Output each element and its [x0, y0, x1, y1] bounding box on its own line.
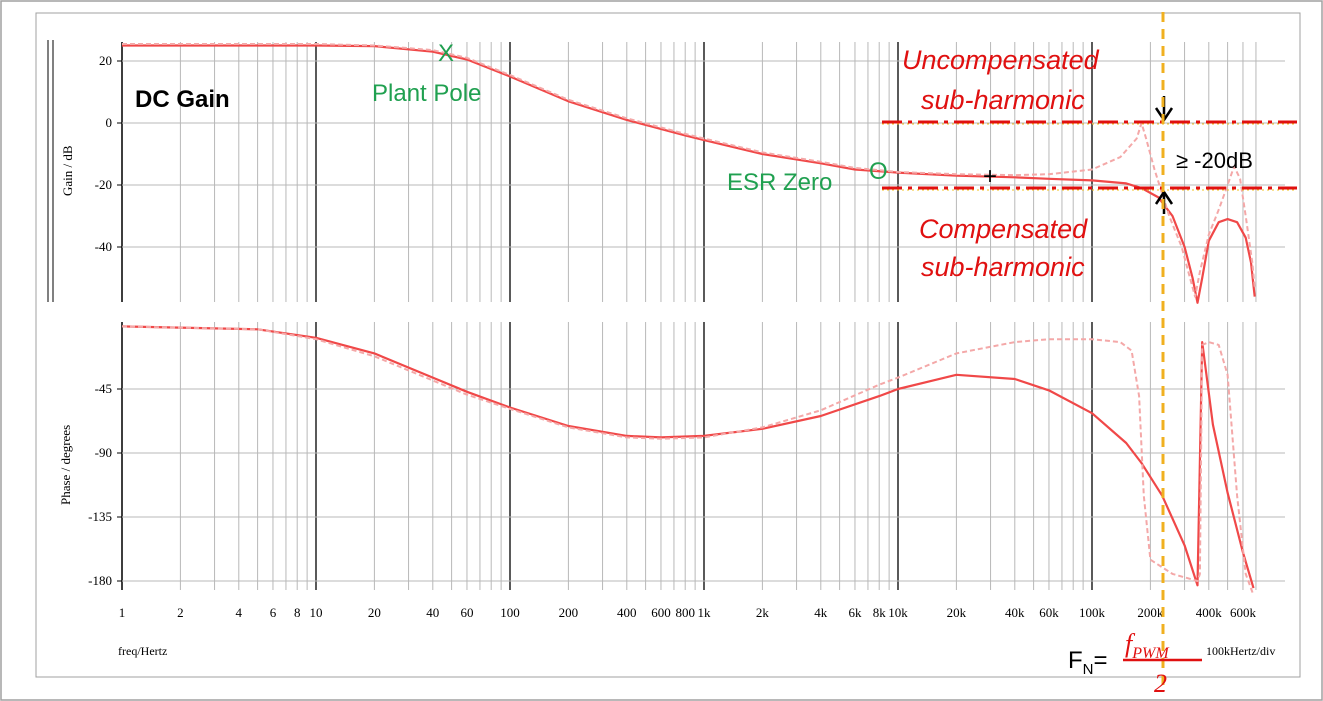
uncompensated-label-2: sub-harmonic [921, 85, 1085, 115]
esr-zero-marker: O [869, 158, 888, 185]
x-tick-label: 20k [947, 605, 967, 620]
x-tick-label: 10 [310, 605, 323, 620]
phase-series [121, 325, 1255, 596]
x-tick-label: 100k [1079, 605, 1106, 620]
y-tick-label: 0 [106, 115, 113, 130]
compensated-series [121, 325, 1255, 589]
x-tick-label: 800 [675, 605, 695, 620]
fn-denominator: 2 [1154, 669, 1167, 698]
x-tick-label: 6k [848, 605, 862, 620]
y-tick-label: -90 [95, 445, 112, 460]
compensated-label-1: Compensated [919, 214, 1088, 244]
x-tick-label: 8 [294, 605, 301, 620]
x-tick-label: 1 [119, 605, 126, 620]
x-tick-label: 400k [1196, 605, 1223, 620]
cross-marker: + [983, 163, 997, 190]
uncompensated-series [121, 325, 1255, 596]
x-tick-label: 40k [1005, 605, 1025, 620]
x-tick-label: 10k [888, 605, 908, 620]
gain-series [122, 43, 1256, 304]
x-tick-label: 20 [368, 605, 381, 620]
plant-pole-label: Plant Pole [372, 80, 481, 107]
esr-zero-label: ESR Zero [727, 169, 832, 196]
y-tick-label: -20 [95, 177, 112, 192]
fn-numerator: fPWM [1125, 629, 1170, 662]
y-tick-label: -40 [95, 239, 112, 254]
fn-label: FN= [1068, 647, 1108, 678]
fn-num-sub: PWM [1131, 645, 1170, 662]
y-tick-label: -180 [88, 573, 112, 588]
fn-eq: = [1094, 647, 1108, 674]
compensated-series [122, 44, 1256, 304]
x-tick-label: 200k [1137, 605, 1164, 620]
x-tick-label: 60k [1039, 605, 1059, 620]
delta-db-label: ≥ -20dB [1176, 148, 1253, 173]
x-tick-label: 1k [698, 605, 712, 620]
uncompensated-series [122, 43, 1256, 298]
freq-axis-label: freq/Hertz [118, 644, 167, 658]
y-tick-label: 20 [99, 53, 112, 68]
x-tick-labels: 1 2 4 6 8 10 20 40 60 100 200 400 600 800 1k 2k 4k 6k 8k 10… [119, 605, 1257, 620]
gain-grid [121, 42, 1257, 302]
x-tick-label: 100 [500, 605, 520, 620]
fn-formula: FN= fPWM 2 [1068, 629, 1202, 698]
x-tick-label: 8k [873, 605, 887, 620]
plot-inner-border [35, 12, 1301, 678]
x-tick-label: 2k [756, 605, 770, 620]
y-tick-label: -45 [95, 381, 112, 396]
x-tick-label: 60 [460, 605, 473, 620]
x-tick-label: 600k [1230, 605, 1257, 620]
phase-y-ticks: -45 -90 -135 -180 [88, 381, 1285, 588]
x-tick-label: 200 [559, 605, 579, 620]
x-tick-label: 4k [814, 605, 828, 620]
uncompensated-label-1: Uncompensated [902, 45, 1100, 75]
phase-axis-label: Phase / degrees [58, 425, 73, 505]
dc-gain-label: DC Gain [135, 86, 230, 113]
phase-grid [121, 322, 1257, 590]
plant-pole-marker: X [438, 40, 454, 67]
fn-sub: N [1083, 661, 1094, 678]
compensated-label-2: sub-harmonic [921, 252, 1085, 282]
x-tick-label: 4 [236, 605, 243, 620]
x-tick-label: 6 [270, 605, 277, 620]
y-tick-label: -135 [88, 509, 112, 524]
x-tick-label: 40 [426, 605, 439, 620]
x-tick-label: 400 [617, 605, 637, 620]
scale-label: 100kHertz/div [1206, 644, 1275, 658]
gain-axis-label: Gain / dB [60, 145, 75, 196]
x-tick-label: 600 [651, 605, 671, 620]
x-tick-label: 2 [177, 605, 184, 620]
gain-y-ticks: 20 0 -20 -40 [95, 53, 1285, 254]
